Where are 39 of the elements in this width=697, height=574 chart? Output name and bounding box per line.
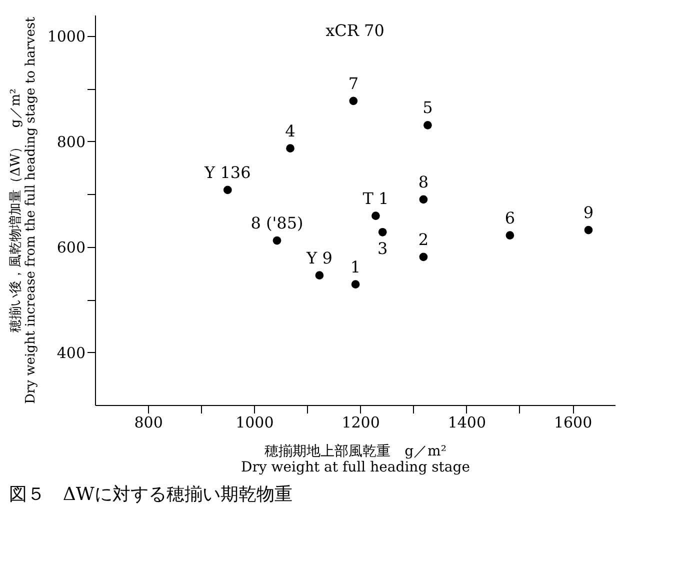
- y-axis-title: 穂揃い後，風乾物増加量（ΔW） g／m² Dry weight increase from the full heading stage to harvest: [7, 16, 38, 404]
- annotation: Y 9: [306, 248, 332, 268]
- point: [349, 96, 358, 106]
- x-tick-label: 1000: [236, 414, 274, 432]
- annotation: 4: [285, 121, 296, 140]
- point: [372, 212, 380, 220]
- annotation: 7: [348, 74, 358, 93]
- point: [378, 228, 387, 236]
- text: 図５ ΔWに対する穂揃い期乾物重: [8, 484, 292, 505]
- annotation: 3: [378, 239, 388, 258]
- point: [315, 271, 324, 280]
- annotation: 6: [504, 208, 516, 228]
- point: [223, 186, 232, 194]
- y-tick-label: 800: [56, 132, 86, 151]
- x-tick-label: 800: [134, 414, 163, 432]
- y-tick-label: 600: [56, 238, 86, 256]
- annotation: 8: [418, 172, 429, 192]
- annotation: 9: [583, 203, 594, 222]
- point: [286, 144, 294, 153]
- annotation: 2: [418, 230, 429, 249]
- annotation: 1: [350, 257, 361, 276]
- x-tick-label: 1600: [554, 414, 592, 432]
- x-axis-title: 穂揃期地上部風乾重 g／m² Dry weight at full heading stage: [240, 444, 470, 476]
- point: [272, 236, 282, 245]
- y-tick-label: 1000: [47, 28, 86, 46]
- x-tick-label: 1200: [342, 414, 380, 432]
- y-tick-label: 400: [56, 344, 86, 362]
- point: [419, 195, 428, 204]
- annotation: xCR 70: [326, 21, 384, 40]
- point: [506, 231, 514, 240]
- annotation: T 1: [362, 188, 389, 208]
- point: [419, 252, 428, 262]
- annotation: Y 136: [204, 162, 251, 182]
- point: [351, 280, 360, 288]
- annotation: 8 ('85): [250, 214, 304, 233]
- x-tick-label: 1400: [448, 414, 486, 432]
- annotation: 5: [422, 98, 433, 118]
- point: [584, 226, 593, 234]
- point: [424, 120, 432, 130]
